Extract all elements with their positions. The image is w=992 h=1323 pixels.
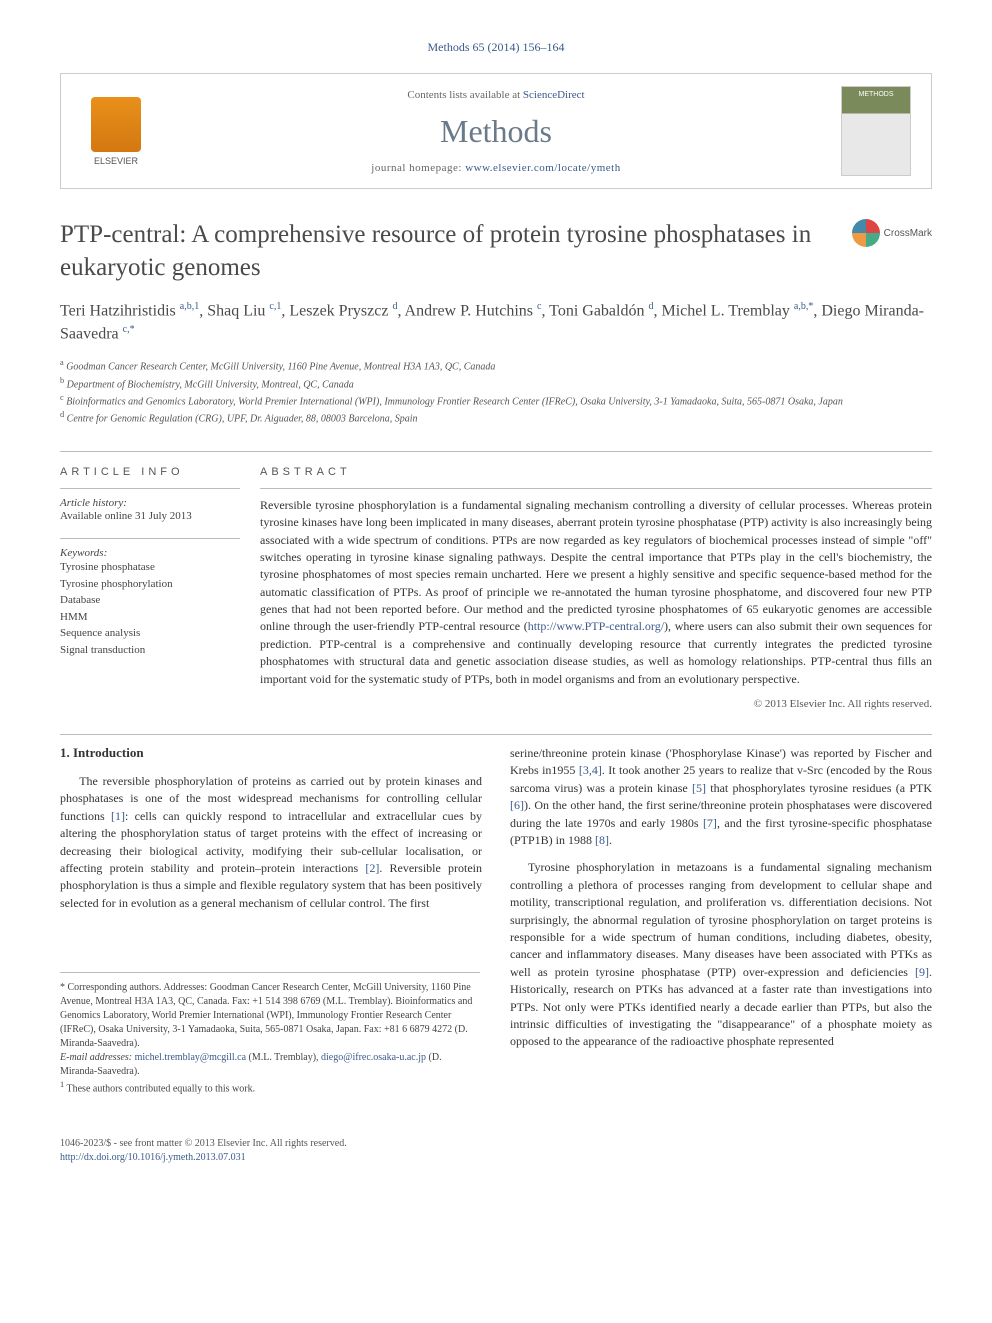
section-1-heading: 1. Introduction bbox=[60, 745, 482, 761]
crossmark-badge[interactable]: CrossMark bbox=[852, 219, 932, 247]
email1-who: (M.L. Tremblay), bbox=[246, 1052, 321, 1063]
abstract-text: Reversible tyrosine phosphorylation is a… bbox=[260, 488, 932, 688]
keyword-item: Sequence analysis bbox=[60, 625, 240, 642]
intro-para-2: serine/threonine protein kinase ('Phosph… bbox=[510, 745, 932, 849]
keyword-item: Tyrosine phosphorylation bbox=[60, 576, 240, 593]
intro-para-1: The reversible phosphorylation of protei… bbox=[60, 773, 482, 912]
homepage-link[interactable]: www.elsevier.com/locate/ymeth bbox=[465, 162, 621, 174]
history-text: Available online 31 July 2013 bbox=[60, 509, 240, 524]
contents-line: Contents lists available at ScienceDirec… bbox=[151, 89, 841, 101]
info-abstract-row: ARTICLE INFO Article history: Available … bbox=[60, 466, 932, 710]
affiliation-a: a Goodman Cancer Research Center, McGill… bbox=[60, 357, 932, 374]
affiliation-b: b Department of Biochemistry, McGill Uni… bbox=[60, 375, 932, 392]
history-label: Article history: bbox=[60, 497, 240, 509]
sciencedirect-link[interactable]: ScienceDirect bbox=[523, 89, 585, 101]
bottom-meta: 1046-2023/$ - see front matter © 2013 El… bbox=[60, 1137, 482, 1165]
citation-link[interactable]: [1] bbox=[111, 809, 125, 823]
citation-link[interactable]: [7] bbox=[703, 816, 717, 830]
intro-para-3: Tyrosine phosphorylation in metazoans is… bbox=[510, 859, 932, 1050]
homepage-line: journal homepage: www.elsevier.com/locat… bbox=[151, 162, 841, 174]
journal-cover-thumb[interactable] bbox=[841, 86, 911, 176]
divider bbox=[60, 451, 932, 452]
citation-link[interactable]: [8] bbox=[595, 833, 609, 847]
email-label: E-mail addresses: bbox=[60, 1052, 132, 1063]
article-history: Article history: Available online 31 Jul… bbox=[60, 488, 240, 524]
citation-link[interactable]: [3,4] bbox=[579, 763, 602, 777]
footnote-emails: E-mail addresses: michel.tremblay@mcgill… bbox=[60, 1051, 480, 1079]
body-left-col: 1. Introduction The reversible phosphory… bbox=[60, 745, 482, 1164]
keywords-list: Tyrosine phosphataseTyrosine phosphoryla… bbox=[60, 559, 240, 658]
abstract-header: ABSTRACT bbox=[260, 466, 932, 478]
article-title: PTP-central: A comprehensive resource of… bbox=[60, 219, 832, 284]
affiliations: a Goodman Cancer Research Center, McGill… bbox=[60, 357, 932, 426]
homepage-prefix: journal homepage: bbox=[371, 162, 465, 174]
elsevier-logo[interactable]: ELSEVIER bbox=[81, 91, 151, 171]
article-info-header: ARTICLE INFO bbox=[60, 466, 240, 478]
journal-ref-link[interactable]: Methods 65 (2014) 156–164 bbox=[428, 40, 565, 54]
contents-prefix: Contents lists available at bbox=[407, 89, 522, 101]
front-matter-line: 1046-2023/$ - see front matter © 2013 El… bbox=[60, 1137, 482, 1151]
keywords-label: Keywords: bbox=[60, 547, 240, 559]
abstract-text-before: Reversible tyrosine phosphorylation is a… bbox=[260, 498, 932, 634]
crossmark-label: CrossMark bbox=[884, 228, 932, 239]
keyword-item: Tyrosine phosphatase bbox=[60, 559, 240, 576]
header-center: Contents lists available at ScienceDirec… bbox=[151, 89, 841, 174]
affiliation-d: d Centre for Genomic Regulation (CRG), U… bbox=[60, 409, 932, 426]
email-tremblay[interactable]: michel.tremblay@mcgill.ca bbox=[135, 1052, 246, 1063]
divider-2 bbox=[60, 734, 932, 735]
ptp-central-link[interactable]: http://www.PTP-central.org/ bbox=[528, 619, 664, 633]
journal-header: ELSEVIER Contents lists available at Sci… bbox=[60, 73, 932, 189]
title-row: PTP-central: A comprehensive resource of… bbox=[60, 219, 932, 284]
abstract-column: ABSTRACT Reversible tyrosine phosphoryla… bbox=[260, 466, 932, 710]
authors-line: Teri Hatzihristidis a,b,1, Shaq Liu c,1,… bbox=[60, 300, 932, 345]
journal-name: Methods bbox=[151, 113, 841, 150]
email-miranda[interactable]: diego@ifrec.osaka-u.ac.jp bbox=[321, 1052, 426, 1063]
citation-link[interactable]: [6] bbox=[510, 798, 524, 812]
abstract-copyright: © 2013 Elsevier Inc. All rights reserved… bbox=[260, 698, 932, 710]
body-right-col: serine/threonine protein kinase ('Phosph… bbox=[510, 745, 932, 1164]
elsevier-tree-icon bbox=[91, 97, 141, 152]
keyword-item: HMM bbox=[60, 609, 240, 626]
keywords-block: Keywords: Tyrosine phosphataseTyrosine p… bbox=[60, 538, 240, 658]
footnote-equal: 1 These authors contributed equally to t… bbox=[60, 1079, 480, 1096]
citation-link[interactable]: [9] bbox=[915, 965, 929, 979]
keyword-item: Signal transduction bbox=[60, 642, 240, 659]
article-info: ARTICLE INFO Article history: Available … bbox=[60, 466, 260, 710]
keyword-item: Database bbox=[60, 592, 240, 609]
footnote-corresponding: * Corresponding authors. Addresses: Good… bbox=[60, 981, 480, 1051]
footnotes: * Corresponding authors. Addresses: Good… bbox=[60, 972, 480, 1096]
citation-link[interactable]: [5] bbox=[692, 781, 706, 795]
affiliation-c: c Bioinformatics and Genomics Laboratory… bbox=[60, 392, 932, 409]
elsevier-label: ELSEVIER bbox=[94, 156, 138, 166]
body-columns: 1. Introduction The reversible phosphory… bbox=[60, 745, 932, 1164]
doi-link[interactable]: http://dx.doi.org/10.1016/j.ymeth.2013.0… bbox=[60, 1152, 246, 1163]
crossmark-icon bbox=[852, 219, 880, 247]
journal-reference: Methods 65 (2014) 156–164 bbox=[60, 40, 932, 55]
citation-link[interactable]: [2] bbox=[365, 861, 379, 875]
